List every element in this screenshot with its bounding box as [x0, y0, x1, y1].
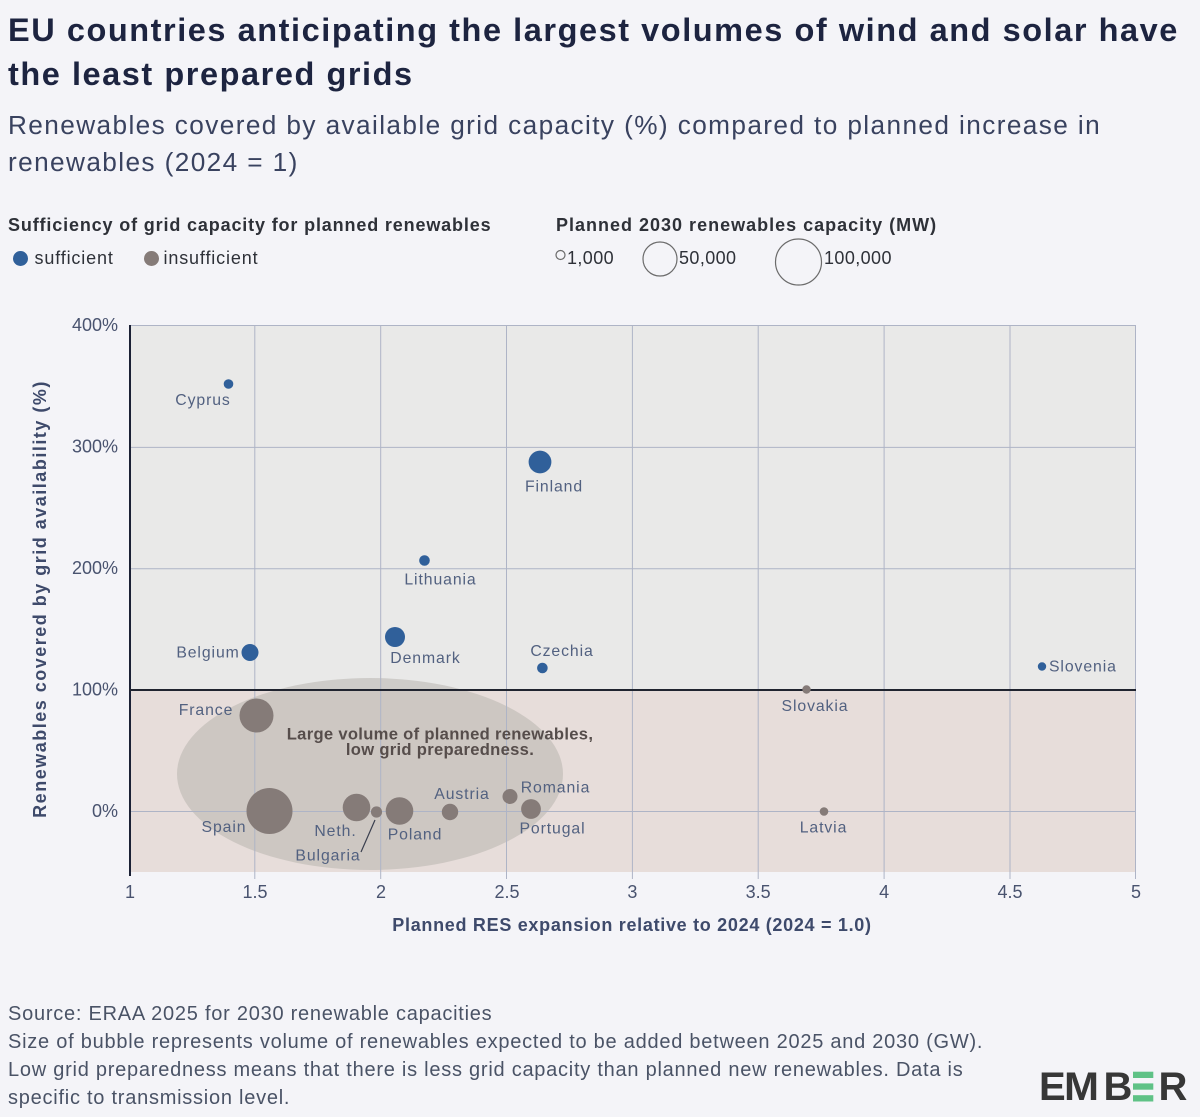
- svg-text:Source: ERAA 2025 for 2030 ren: Source: ERAA 2025 for 2030 renewable cap…: [8, 1003, 492, 1025]
- svg-text:EU countries anticipating the: EU countries anticipating the largest vo…: [8, 12, 1179, 48]
- svg-text:Renewables covered by grid ava: Renewables covered by grid availability …: [30, 380, 50, 818]
- svg-text:Austria: Austria: [434, 786, 489, 803]
- svg-text:M: M: [1064, 1065, 1099, 1109]
- svg-text:Lithuania: Lithuania: [404, 572, 476, 589]
- svg-text:renewables (2024 = 1): renewables (2024 = 1): [8, 147, 299, 177]
- svg-text:3: 3: [627, 882, 637, 902]
- svg-text:50,000: 50,000: [679, 248, 736, 268]
- svg-text:Slovakia: Slovakia: [782, 698, 849, 715]
- svg-text:100%: 100%: [72, 680, 118, 700]
- svg-text:200%: 200%: [72, 558, 118, 578]
- svg-text:Finland: Finland: [525, 479, 583, 496]
- svg-text:Low grid preparedness means th: Low grid preparedness means that there i…: [8, 1059, 963, 1081]
- svg-text:Spain: Spain: [202, 819, 247, 836]
- svg-text:Cyprus: Cyprus: [175, 392, 230, 409]
- svg-text:Denmark: Denmark: [390, 650, 460, 667]
- svg-text:4.5: 4.5: [997, 882, 1022, 902]
- svg-text:Planned RES expansion relative: Planned RES expansion relative to 2024 (…: [392, 915, 871, 935]
- svg-text:100,000: 100,000: [824, 248, 892, 268]
- svg-text:1.5: 1.5: [242, 882, 267, 902]
- svg-text:3.5: 3.5: [746, 882, 771, 902]
- svg-text:Neth.: Neth.: [314, 823, 356, 840]
- svg-text:400%: 400%: [72, 315, 118, 335]
- svg-text:insufficient: insufficient: [164, 248, 259, 268]
- svg-text:Large volume of planned renewa: Large volume of planned renewables,: [287, 725, 594, 744]
- svg-text:specific to transmission level: specific to transmission level.: [8, 1087, 290, 1109]
- svg-text:Latvia: Latvia: [800, 820, 848, 837]
- svg-text:Romania: Romania: [521, 780, 591, 797]
- svg-text:4: 4: [879, 882, 889, 902]
- svg-text:0%: 0%: [92, 801, 118, 821]
- svg-text:sufficient: sufficient: [35, 248, 114, 268]
- svg-text:Belgium: Belgium: [176, 645, 239, 662]
- svg-text:low grid preparedness.: low grid preparedness.: [346, 740, 534, 759]
- svg-text:E: E: [1039, 1065, 1066, 1109]
- svg-text:1,000: 1,000: [567, 248, 614, 268]
- svg-text:the least prepared grids: the least prepared grids: [8, 56, 414, 92]
- svg-text:R: R: [1159, 1065, 1188, 1109]
- svg-text:300%: 300%: [72, 437, 118, 457]
- svg-text:B: B: [1104, 1065, 1133, 1109]
- svg-text:Poland: Poland: [388, 827, 443, 844]
- svg-text:Planned 2030 renewables capaci: Planned 2030 renewables capacity (MW): [556, 215, 937, 235]
- svg-text:Size of bubble represents volu: Size of bubble represents volume of rene…: [8, 1031, 983, 1053]
- svg-text:2.5: 2.5: [494, 882, 519, 902]
- svg-text:Portugal: Portugal: [519, 821, 585, 838]
- svg-text:Slovenia: Slovenia: [1049, 659, 1117, 676]
- svg-text:Czechia: Czechia: [530, 643, 593, 660]
- svg-text:France: France: [179, 702, 234, 719]
- svg-text:5: 5: [1131, 882, 1141, 902]
- svg-text:Bulgaria: Bulgaria: [295, 848, 360, 865]
- svg-text:Sufficiency of grid capacity f: Sufficiency of grid capacity for planned…: [8, 215, 491, 235]
- svg-text:2: 2: [376, 882, 386, 902]
- svg-text:1: 1: [125, 882, 135, 902]
- svg-text:Renewables covered by availabl: Renewables covered by available grid cap…: [8, 110, 1101, 140]
